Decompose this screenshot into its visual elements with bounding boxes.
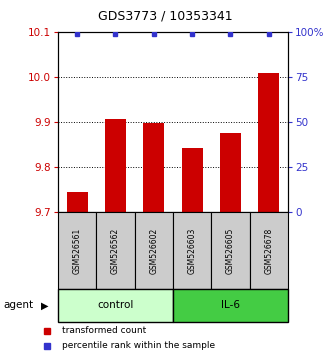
FancyBboxPatch shape — [250, 212, 288, 289]
Text: GSM526562: GSM526562 — [111, 227, 120, 274]
Text: GSM526678: GSM526678 — [264, 227, 273, 274]
Text: percentile rank within the sample: percentile rank within the sample — [63, 341, 215, 350]
FancyBboxPatch shape — [58, 289, 173, 322]
FancyBboxPatch shape — [211, 212, 250, 289]
Text: agent: agent — [3, 300, 33, 310]
Text: GSM526602: GSM526602 — [149, 227, 158, 274]
FancyBboxPatch shape — [173, 212, 211, 289]
Bar — [258, 73, 279, 212]
Text: control: control — [97, 300, 134, 310]
Bar — [105, 119, 126, 212]
Text: GSM526561: GSM526561 — [72, 227, 82, 274]
Text: transformed count: transformed count — [63, 326, 147, 335]
Bar — [182, 148, 203, 212]
FancyBboxPatch shape — [135, 212, 173, 289]
FancyBboxPatch shape — [173, 289, 288, 322]
Bar — [143, 124, 164, 212]
Text: ▶: ▶ — [41, 300, 48, 310]
Text: IL-6: IL-6 — [221, 300, 240, 310]
Text: GSM526603: GSM526603 — [188, 227, 197, 274]
Text: GSM526605: GSM526605 — [226, 227, 235, 274]
Bar — [220, 133, 241, 212]
Bar — [67, 192, 88, 212]
Text: GDS3773 / 10353341: GDS3773 / 10353341 — [98, 10, 233, 22]
FancyBboxPatch shape — [58, 212, 96, 289]
FancyBboxPatch shape — [96, 212, 135, 289]
